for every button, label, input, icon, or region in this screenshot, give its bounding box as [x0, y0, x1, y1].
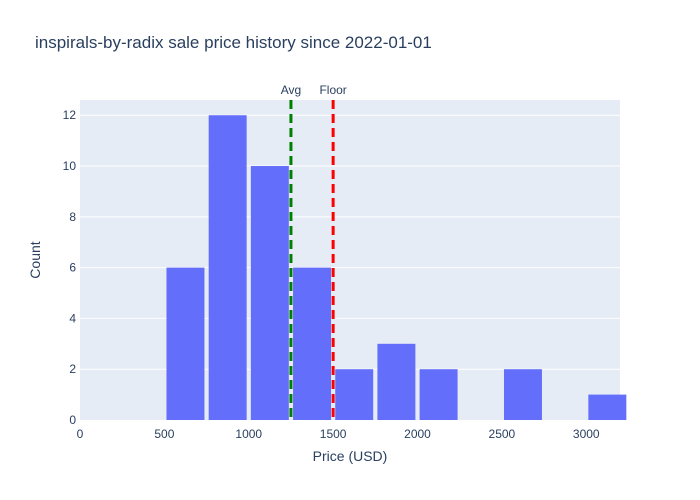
histogram-bar — [208, 115, 247, 420]
histogram-bar — [419, 369, 458, 420]
x-tick-label: 2500 — [489, 427, 516, 441]
y-tick-label: 6 — [69, 261, 76, 275]
histogram-bar — [250, 166, 289, 420]
histogram-bar — [166, 267, 205, 420]
x-axis-ticks: 0 500 1000 1500 2000 2500 3000 — [77, 427, 600, 441]
x-tick-label: 1000 — [235, 427, 262, 441]
histogram-bar — [377, 343, 416, 420]
y-axis-ticks: 0 2 4 6 8 10 12 — [63, 108, 77, 427]
x-axis-title: Price (USD) — [313, 448, 388, 464]
reference-label-floor: Floor — [319, 83, 346, 97]
bars — [166, 115, 627, 420]
histogram-bar — [588, 394, 627, 420]
x-tick-label: 1500 — [320, 427, 347, 441]
histogram-bar — [293, 267, 332, 420]
y-tick-label: 2 — [69, 362, 76, 376]
y-tick-label: 12 — [63, 108, 77, 122]
x-tick-label: 500 — [154, 427, 174, 441]
x-tick-label: 2000 — [404, 427, 431, 441]
histogram-bar — [503, 369, 542, 420]
chart-title: inspirals-by-radix sale price history si… — [35, 33, 432, 52]
y-tick-label: 8 — [69, 210, 76, 224]
x-tick-label: 3000 — [573, 427, 600, 441]
y-tick-label: 10 — [63, 159, 77, 173]
y-tick-label: 4 — [69, 311, 76, 325]
reference-label-avg: Avg — [281, 83, 301, 97]
x-tick-label: 0 — [77, 427, 84, 441]
y-axis-title: Count — [27, 241, 43, 278]
reference-lines: Avg Floor — [281, 83, 347, 420]
y-tick-label: 0 — [69, 413, 76, 427]
histogram-bar — [335, 369, 374, 420]
